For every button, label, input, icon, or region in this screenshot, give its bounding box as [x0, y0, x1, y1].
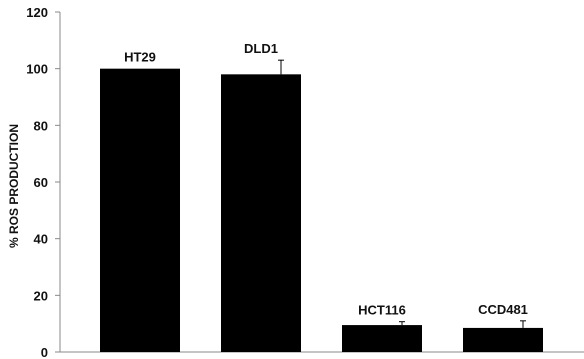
error-bars [278, 59, 526, 328]
bar-label-dld1: DLD1 [244, 41, 278, 56]
bar-labels: HT29 DLD1 HCT116 CCD481 [124, 41, 528, 318]
bar-label-ccd481: CCD481 [478, 302, 528, 317]
y-tick-label: 60 [34, 175, 48, 190]
bar-label-hct116: HCT116 [358, 303, 406, 318]
bar-ccd481 [463, 327, 543, 352]
y-tick-label: 120 [26, 5, 48, 20]
y-tick-label: 0 [41, 345, 48, 359]
y-tick-label: 40 [34, 232, 48, 247]
bar-ht29 [100, 68, 180, 353]
y-ticks: 0 20 40 60 80 100 120 [26, 5, 60, 359]
bar-dld1 [221, 74, 301, 352]
y-tick-label: 100 [26, 62, 48, 77]
bars [100, 68, 543, 353]
bar-hct116 [342, 325, 422, 352]
y-tick-label: 20 [34, 288, 48, 303]
bar-label-ht29: HT29 [124, 50, 156, 65]
y-tick-label: 80 [34, 118, 48, 133]
y-axis-title: % ROS PRODUCTION [7, 124, 21, 248]
